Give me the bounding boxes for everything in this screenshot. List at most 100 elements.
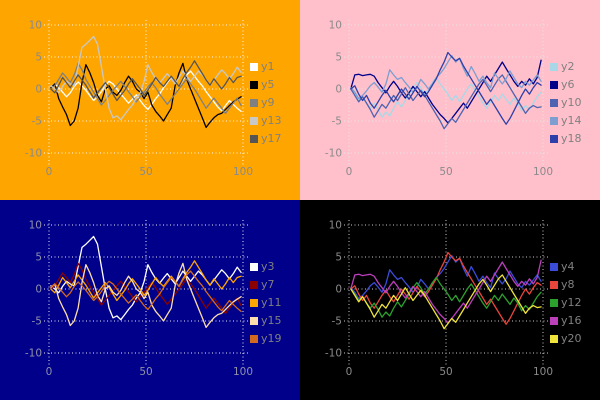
legend-label-y1: y1 — [261, 59, 275, 73]
legend-swatch-y16 — [550, 316, 558, 325]
legend-item-y17: y17 — [250, 132, 282, 145]
legend-label-y7: y7 — [261, 277, 275, 291]
legend-swatch-y8 — [550, 280, 558, 289]
legend-item-y2: y2 — [550, 60, 582, 73]
series-line-y14 — [350, 55, 542, 100]
panel-top-left: 10 5 0 -5 -10 0 50 100 y1 y5 y9 y13 y17 — [0, 0, 300, 200]
series-line-y18 — [350, 51, 542, 125]
legend-bottom-right: y4 y8 y12 y16 y20 — [550, 260, 582, 345]
legend-item-y6: y6 — [550, 78, 582, 91]
y-tick-label: 5 — [335, 52, 342, 64]
legend-label-y13: y13 — [261, 113, 282, 127]
series-line-y8 — [350, 251, 542, 325]
y-tick-label: -10 — [325, 148, 342, 160]
legend-item-y8: y8 — [550, 278, 582, 291]
legend-item-y1: y1 — [250, 60, 282, 73]
y-tick-label: 10 — [329, 220, 342, 232]
legend-label-y20: y20 — [561, 331, 582, 345]
series-line-y20 — [350, 274, 542, 330]
y-tick-label: 0 — [335, 284, 342, 296]
legend-item-y12: y12 — [550, 296, 582, 309]
y-tick-label: 5 — [335, 252, 342, 264]
legend-label-y17: y17 — [261, 131, 282, 145]
y-tick-label: 0 — [335, 84, 342, 96]
x-tick-label: 0 — [46, 366, 53, 378]
legend-label-y3: y3 — [261, 259, 275, 273]
legend-label-y4: y4 — [561, 259, 575, 273]
y-tick-label: -5 — [32, 116, 42, 128]
legend-item-y9: y9 — [250, 96, 282, 109]
series-line-y6 — [350, 59, 542, 124]
legend-label-y8: y8 — [561, 277, 575, 291]
legend-item-y7: y7 — [250, 278, 282, 291]
y-tick-label: -10 — [25, 148, 42, 160]
legend-swatch-y18 — [550, 134, 558, 143]
legend-label-y2: y2 — [561, 59, 575, 73]
y-tick-label: 5 — [35, 52, 42, 64]
x-tick-label: 100 — [533, 366, 553, 378]
y-tick-label: 10 — [329, 20, 342, 32]
panel-top-right: 10 5 0 -5 -10 0 50 100 y2 y6 y10 y14 y18 — [300, 0, 600, 200]
legend-swatch-y6 — [550, 80, 558, 89]
legend-label-y6: y6 — [561, 77, 575, 91]
legend-swatch-y7 — [250, 280, 258, 289]
y-tick-label: -5 — [32, 316, 42, 328]
legend-top-left: y1 y5 y9 y13 y17 — [250, 60, 282, 145]
legend-swatch-y1 — [250, 62, 258, 71]
legend-label-y12: y12 — [561, 295, 582, 309]
legend-label-y15: y15 — [261, 313, 282, 327]
legend-item-y16: y16 — [550, 314, 582, 327]
legend-swatch-y11 — [250, 298, 258, 307]
series-line-y2 — [350, 76, 542, 118]
y-tick-label: -5 — [332, 116, 342, 128]
legend-swatch-y3 — [250, 262, 258, 271]
legend-swatch-y15 — [250, 316, 258, 325]
x-tick-label: 100 — [233, 366, 253, 378]
x-tick-label: 50 — [139, 166, 152, 178]
x-tick-label: 100 — [233, 166, 253, 178]
legend-swatch-y10 — [550, 98, 558, 107]
legend-swatch-y13 — [250, 116, 258, 125]
x-tick-label: 0 — [346, 166, 353, 178]
legend-label-y19: y19 — [261, 331, 282, 345]
legend-swatch-y2 — [550, 62, 558, 71]
y-tick-label: 10 — [29, 20, 42, 32]
y-tick-label: -10 — [25, 348, 42, 360]
series-line-y16 — [350, 259, 542, 324]
panel-bottom-right: 10 5 0 -5 -10 0 50 100 y4 y8 y12 y16 y20 — [300, 200, 600, 400]
legend-item-y19: y19 — [250, 332, 282, 345]
legend-item-y4: y4 — [550, 260, 582, 273]
x-tick-label: 100 — [533, 166, 553, 178]
series-line-y7 — [50, 262, 242, 314]
legend-label-y11: y11 — [261, 295, 282, 309]
x-tick-label: 0 — [346, 366, 353, 378]
legend-label-y5: y5 — [261, 77, 275, 91]
series-line-y17 — [50, 60, 242, 102]
legend-top-right: y2 y6 y10 y14 y18 — [550, 60, 582, 145]
series-line-y15 — [50, 262, 242, 329]
x-tick-label: 50 — [139, 366, 152, 378]
legend-label-y9: y9 — [261, 95, 275, 109]
legend-item-y5: y5 — [250, 78, 282, 91]
legend-item-y18: y18 — [550, 132, 582, 145]
legend-swatch-y17 — [250, 134, 258, 143]
legend-swatch-y20 — [550, 334, 558, 343]
legend-label-y14: y14 — [561, 113, 582, 127]
y-tick-label: 10 — [29, 220, 42, 232]
x-tick-label: 50 — [439, 366, 452, 378]
series-line-y9 — [50, 62, 242, 114]
series-line-y12 — [350, 276, 542, 318]
legend-label-y16: y16 — [561, 313, 582, 327]
panel-bottom-left: 10 5 0 -5 -10 0 50 100 y3 y7 y11 y15 y19 — [0, 200, 300, 400]
legend-label-y10: y10 — [561, 95, 582, 109]
legend-swatch-y9 — [250, 98, 258, 107]
legend-item-y10: y10 — [550, 96, 582, 109]
series-line-y19 — [50, 270, 242, 313]
series-line-y10 — [350, 74, 542, 130]
y-tick-label: 0 — [35, 84, 42, 96]
legend-item-y3: y3 — [250, 260, 282, 273]
legend-swatch-y14 — [550, 116, 558, 125]
legend-swatch-y5 — [250, 80, 258, 89]
legend-item-y14: y14 — [550, 114, 582, 127]
